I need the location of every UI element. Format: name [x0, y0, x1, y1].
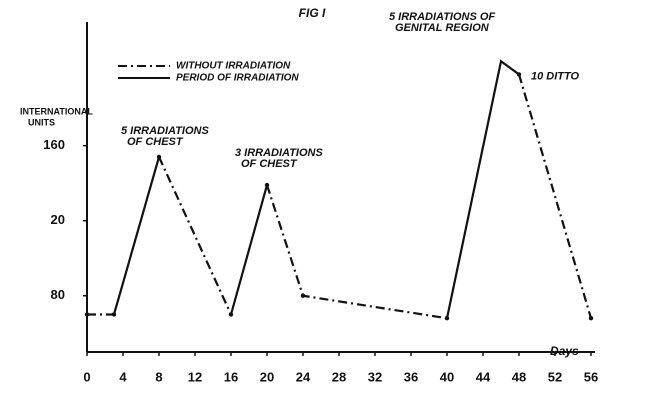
annotation: GENITAL REGION — [395, 22, 490, 34]
x-tick-label: 8 — [155, 369, 162, 384]
x-tick-label: 52 — [548, 369, 562, 384]
y-tick-label: 20 — [51, 212, 65, 227]
annotation: 5 IRRADIATIONS — [121, 125, 209, 137]
y-axis-label: UNITS — [28, 117, 55, 127]
series-line — [112, 59, 520, 319]
y-axis-label: INTERNATIONAL — [20, 106, 93, 116]
y-tick-label: 160 — [43, 137, 65, 152]
x-tick-label: 0 — [83, 369, 90, 384]
x-tick-label: 32 — [368, 369, 382, 384]
x-tick-label: 56 — [584, 369, 598, 384]
x-tick-label: 12 — [188, 369, 202, 384]
x-tick-label: 4 — [119, 369, 127, 384]
legend-label: WITHOUT IRRADIATION — [176, 61, 291, 72]
legend-label: PERIOD OF IRRADIATION — [176, 73, 299, 84]
x-tick-label: 36 — [404, 369, 418, 384]
annotation: 3 IRRADIATIONS — [235, 147, 323, 159]
x-tick-label: 20 — [260, 369, 274, 384]
x-tick-label: 40 — [440, 369, 454, 384]
series-line — [87, 74, 593, 320]
x-tick-label: 24 — [296, 369, 311, 384]
annotation: OF CHEST — [127, 136, 184, 148]
annotation: 10 DITTO — [531, 70, 580, 82]
annotation: 5 IRRADIATIONS OF — [389, 11, 495, 23]
x-tick-label: 28 — [332, 369, 346, 384]
y-tick-label: 80 — [51, 287, 65, 302]
chart-title: FIG I — [299, 6, 326, 20]
annotation: OF CHEST — [241, 158, 298, 170]
x-tick-label: 16 — [224, 369, 238, 384]
x-tick-label: 44 — [476, 369, 491, 384]
x-tick-label: 48 — [512, 369, 526, 384]
